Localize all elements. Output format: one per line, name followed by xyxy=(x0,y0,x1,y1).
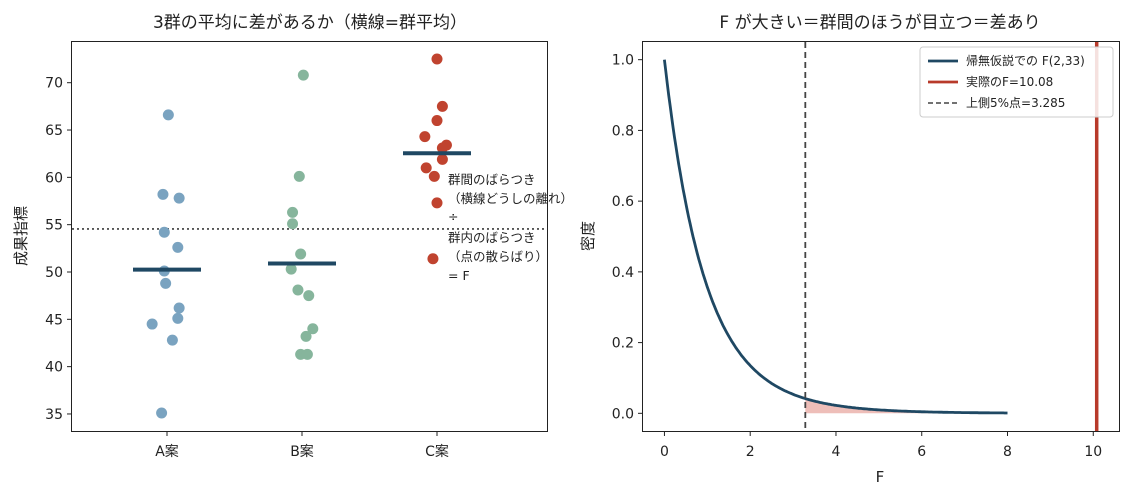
left-y-tick-label: 35 xyxy=(45,407,63,423)
right-y-tick-label: 0.4 xyxy=(612,265,634,281)
right-y-axis-label: 密度 xyxy=(579,221,597,251)
data-point xyxy=(303,290,315,302)
data-point xyxy=(431,197,443,209)
data-point xyxy=(156,407,168,419)
left-chart: 3群の平均に差があるか（横線=群平均） 35 40 45 50 55 60 65 70 A案 B… xyxy=(12,13,573,460)
right-x-tick-label: 10 xyxy=(1084,444,1102,460)
data-point xyxy=(300,330,312,342)
data-point xyxy=(287,218,299,230)
legend: 帰無仮説での F(2,33) 実際のF=10.08 上側5%点=3.285 xyxy=(919,46,1114,118)
right-x-tick-label: 8 xyxy=(1003,444,1012,460)
data-point xyxy=(166,334,178,346)
annotation-line: = F xyxy=(448,268,470,283)
right-plot-frame xyxy=(642,41,1120,432)
data-point xyxy=(285,263,297,275)
right-y-tick-label: 0.6 xyxy=(612,194,634,210)
right-y-tick-label: 1.0 xyxy=(612,53,634,69)
right-chart-title: F が大きい＝群間のほうが目立つ＝差あり xyxy=(719,13,1040,33)
data-point xyxy=(172,241,184,253)
f-ratio-annotation: 群間のばらつき （横線どうしの離れ） ÷ 群内のばらつき （点の散らばり） = F xyxy=(448,172,573,283)
right-x-tick-label: 2 xyxy=(746,444,755,460)
left-chart-title: 3群の平均に差があるか（横線=群平均） xyxy=(153,13,467,33)
data-point xyxy=(293,170,305,182)
data-point xyxy=(307,323,319,335)
data-point xyxy=(436,153,448,165)
data-point xyxy=(295,248,307,260)
category-label: C案 xyxy=(425,443,449,460)
category-label: A案 xyxy=(155,443,179,460)
right-chart: F が大きい＝群間のほうが目立つ＝差あり 0.00.20.40.60.81.0 … xyxy=(579,13,1120,486)
data-point xyxy=(292,284,304,296)
data-point xyxy=(297,69,309,81)
left-y-tick-label: 60 xyxy=(45,170,63,186)
annotation-line: 群内のばらつき xyxy=(448,230,536,245)
annotation-line: （横線どうしの離れ） xyxy=(448,191,573,206)
annotation-line: （点の散らばり） xyxy=(448,249,548,264)
right-y-tick-label: 0.0 xyxy=(612,406,634,422)
legend-box xyxy=(919,46,1114,118)
right-x-tick-label: 6 xyxy=(917,444,926,460)
annotation-line: 群間のばらつき xyxy=(448,172,536,187)
f-density-curve xyxy=(663,59,1008,415)
data-point xyxy=(287,206,299,218)
left-y-tick-label: 55 xyxy=(45,218,63,234)
data-point xyxy=(173,192,185,204)
right-y-tick-label: 0.2 xyxy=(612,336,634,352)
data-point xyxy=(157,188,169,200)
data-point xyxy=(428,170,440,182)
data-point xyxy=(431,53,443,65)
left-y-tick-label: 70 xyxy=(45,76,63,92)
data-point xyxy=(162,109,174,121)
left-y-axis-label: 成果指標 xyxy=(12,206,30,266)
data-point xyxy=(419,131,431,143)
rejection-region xyxy=(805,398,1008,414)
right-x-tick-label: 0 xyxy=(660,444,669,460)
right-y-tick-label: 0.8 xyxy=(612,123,634,139)
left-plot-frame xyxy=(71,41,548,432)
data-point xyxy=(173,302,185,314)
data-point xyxy=(427,253,439,265)
legend-label-observed: 実際のF=10.08 xyxy=(966,74,1053,89)
left-y-tick-label: 65 xyxy=(45,123,63,139)
right-x-axis-label: F xyxy=(876,468,885,486)
left-y-tick-label: 40 xyxy=(45,360,63,376)
data-point xyxy=(431,115,443,127)
data-point xyxy=(158,226,170,238)
data-point xyxy=(436,100,448,112)
right-x-tick-label: 4 xyxy=(832,444,841,460)
annotation-line: ÷ xyxy=(448,209,458,224)
legend-label-density: 帰無仮説での F(2,33) xyxy=(966,53,1085,68)
left-y-tick-label: 50 xyxy=(45,265,63,281)
data-point xyxy=(146,318,158,330)
legend-label-critical: 上側5%点=3.285 xyxy=(966,96,1065,110)
data-point xyxy=(420,162,432,174)
data-point xyxy=(172,312,184,324)
data-point xyxy=(301,348,313,360)
category-label: B案 xyxy=(290,443,314,460)
data-point xyxy=(160,277,172,289)
left-y-tick-label: 45 xyxy=(45,312,63,328)
data-point xyxy=(436,142,448,154)
